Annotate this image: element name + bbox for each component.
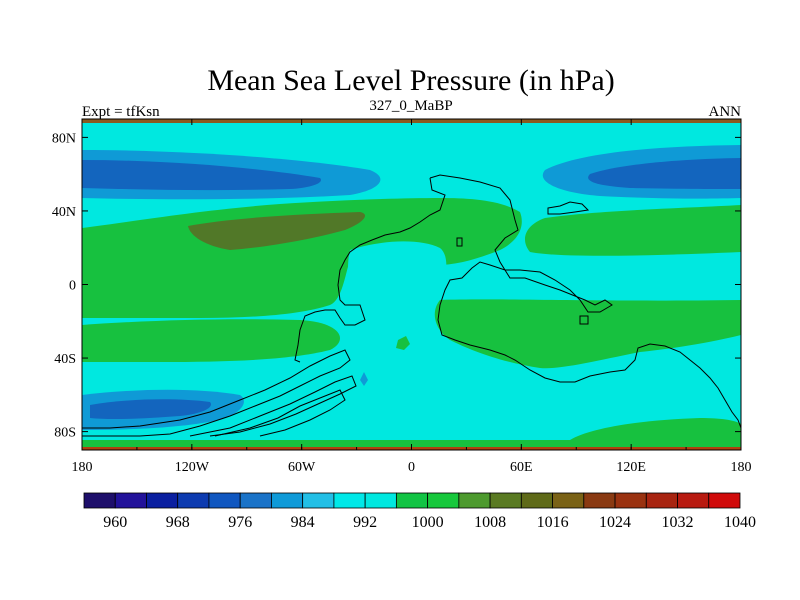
cyan-channel xyxy=(348,241,447,342)
y-tick-label: 80S xyxy=(54,426,76,441)
colorbar-label: 1032 xyxy=(662,514,694,531)
y-tick-label: 40S xyxy=(54,352,76,367)
north-low-inner-right xyxy=(588,158,741,189)
chart-title: Mean Sea Level Pressure (in hPa) xyxy=(207,64,614,97)
colorbar-swatch xyxy=(552,492,585,509)
season-label: ANN xyxy=(709,104,742,120)
colorbar-swatch xyxy=(395,492,429,509)
x-tick-label: 0 xyxy=(408,460,415,475)
coastlines xyxy=(82,174,741,437)
colorbar-label: 1008 xyxy=(474,514,506,531)
colorbar-label: 1024 xyxy=(599,514,631,531)
pressure-field xyxy=(82,119,741,450)
colorbar-swatch xyxy=(271,492,304,509)
colorbar-swatch xyxy=(458,492,491,509)
colorbar-label: 976 xyxy=(228,514,252,531)
colorbar-swatch xyxy=(302,492,335,509)
south-green-edge xyxy=(82,440,741,447)
y-axis: 80N 40N 0 40S 80S xyxy=(52,131,741,441)
colorbar-label: 968 xyxy=(166,514,190,531)
south-high-belt-right xyxy=(434,299,741,369)
colorbar-label: 1040 xyxy=(724,514,756,531)
x-tick-label: 120W xyxy=(175,460,210,475)
x-tick-label: 60E xyxy=(510,460,533,475)
colorbar-swatch xyxy=(364,492,397,509)
x-tick-label: 180 xyxy=(72,460,93,475)
x-tick-label: 60W xyxy=(288,460,316,475)
colorbar-labels: 960 968 976 984 992 1000 1008 1016 1024 1032 1040 xyxy=(103,514,756,531)
colorbar-swatch xyxy=(333,492,366,509)
north-high-core xyxy=(188,212,365,250)
x-tick-label: 120E xyxy=(616,460,646,475)
colorbar-swatch xyxy=(583,492,616,509)
colorbar-swatch xyxy=(177,492,210,509)
period-label: 327_0_MaBP xyxy=(369,98,452,114)
south-green-patch xyxy=(570,418,741,440)
colorbar-label: 992 xyxy=(353,514,377,531)
south-low-inner xyxy=(90,399,211,420)
colorbar-label: 960 xyxy=(103,514,127,531)
colorbar-swatch xyxy=(83,492,116,509)
x-axis: 180 120W 60W 0 60E 120E 180 xyxy=(72,119,752,475)
y-tick-label: 0 xyxy=(69,279,76,294)
colorbar-swatch xyxy=(708,492,741,509)
colorbar-swatch xyxy=(427,492,460,509)
colorbar-swatch xyxy=(114,492,147,509)
north-low-inner-left xyxy=(82,160,321,191)
colorbar-swatch xyxy=(677,492,710,509)
south-high-belt-left xyxy=(82,319,340,362)
x-tick-label: 180 xyxy=(731,460,752,475)
experiment-label: Expt = tfKsn xyxy=(82,104,160,120)
north-high-belt-right xyxy=(525,205,741,256)
colorbar-label: 1016 xyxy=(537,514,569,531)
colorbar-swatch xyxy=(614,492,647,509)
colorbar-swatch xyxy=(208,492,241,509)
colorbar-label: 1000 xyxy=(412,514,444,531)
y-tick-label: 80N xyxy=(52,131,76,146)
colorbar-swatch xyxy=(520,492,553,509)
colorbar-swatch xyxy=(239,492,272,509)
colorbar-label: 984 xyxy=(291,514,315,531)
small-blue-blob-a xyxy=(360,372,368,386)
colorbar xyxy=(83,492,741,509)
colorbar-swatch xyxy=(146,492,179,509)
colorbar-swatch xyxy=(645,492,678,509)
y-tick-label: 40N xyxy=(52,205,76,220)
small-green-blob xyxy=(396,336,410,350)
colorbar-swatch xyxy=(489,492,522,509)
